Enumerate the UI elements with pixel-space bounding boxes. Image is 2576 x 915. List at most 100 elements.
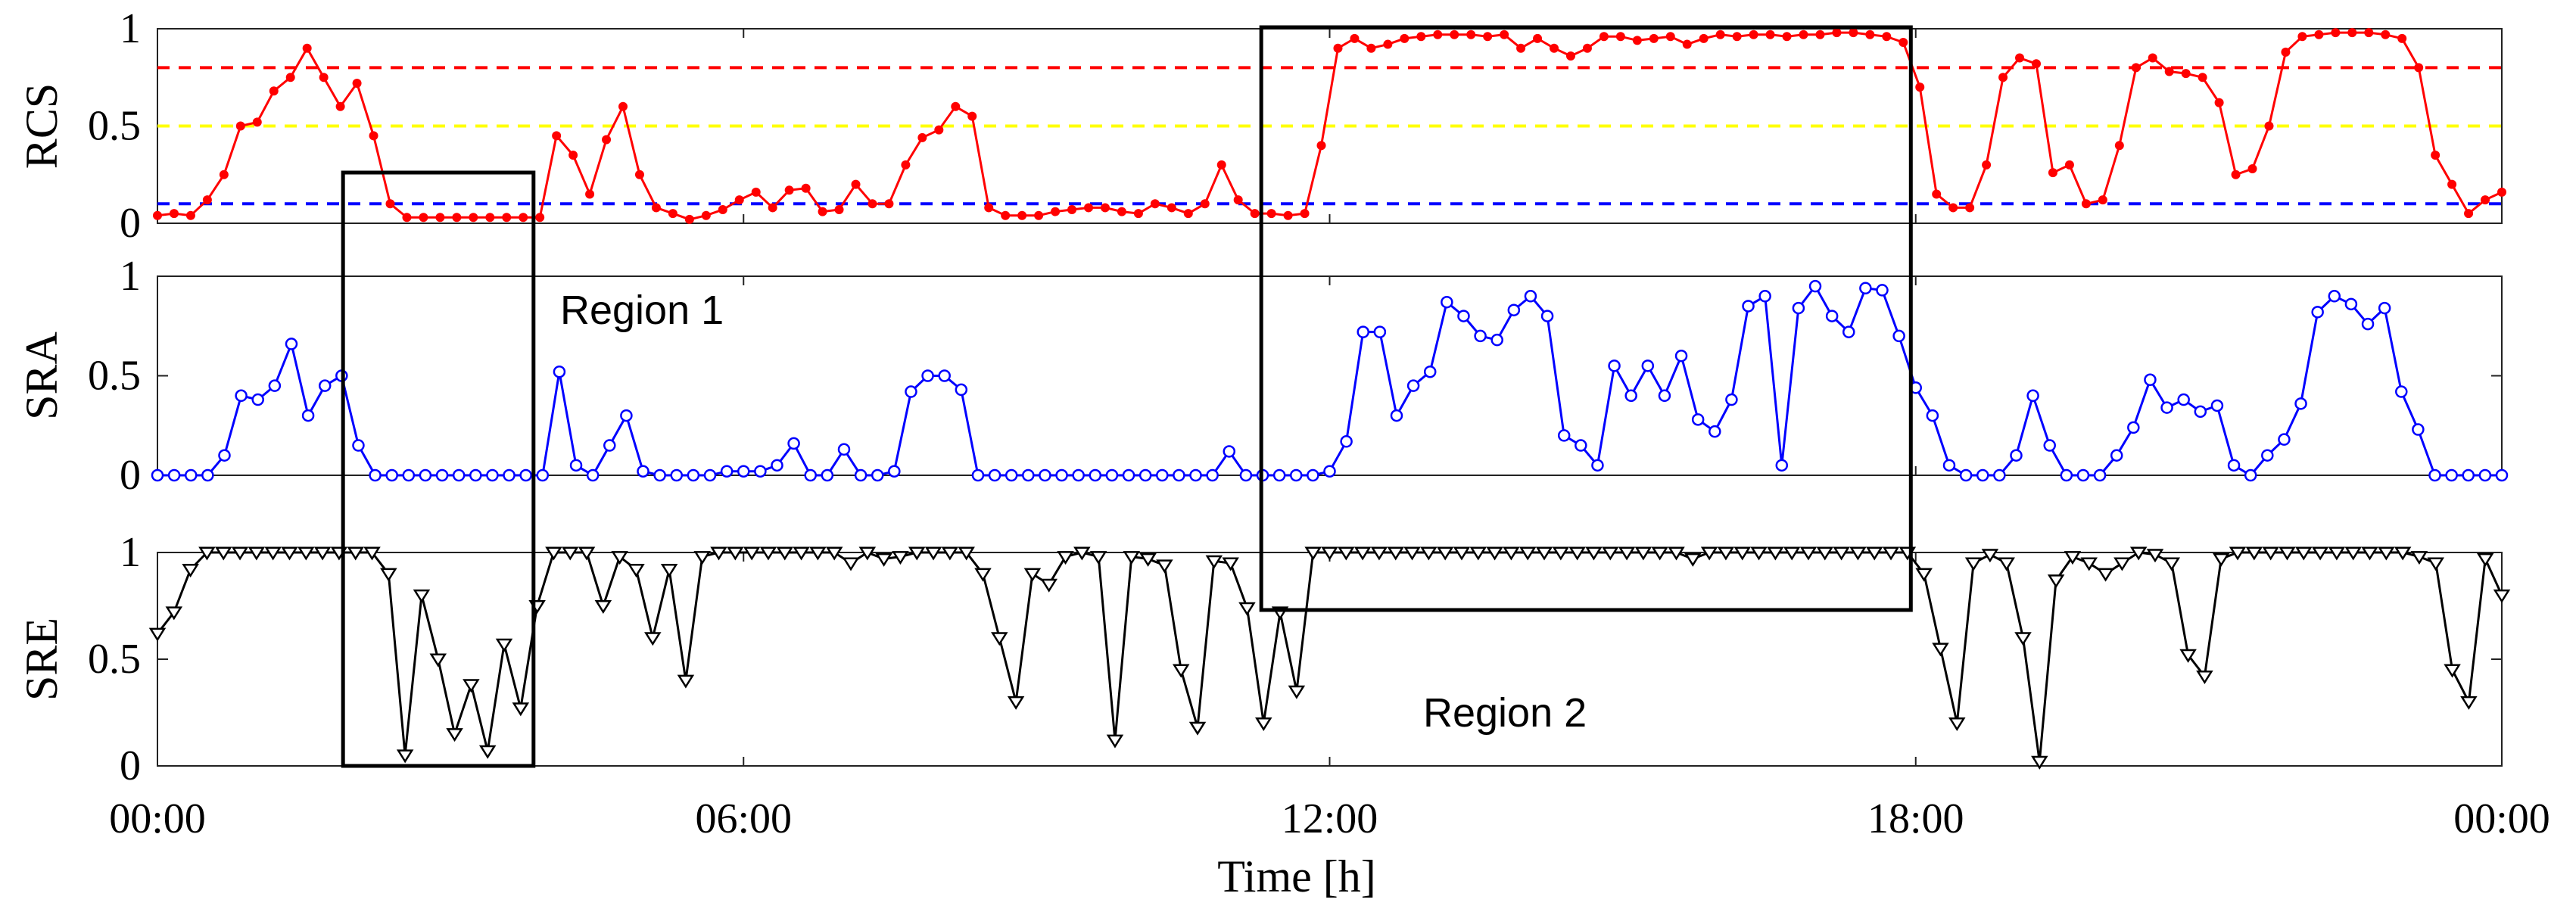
data-point: [519, 213, 528, 223]
data-point: [1842, 325, 1855, 338]
data-point: [634, 170, 644, 179]
y-axis-label: SRE: [17, 618, 67, 701]
data-point: [248, 546, 266, 561]
data-point: [924, 546, 942, 561]
data-point: [2428, 468, 2441, 482]
data-point: [402, 468, 416, 482]
data-point: [1535, 546, 1553, 561]
data-point: [347, 546, 364, 561]
y-tick-label: 0: [120, 742, 141, 789]
data-point: [809, 546, 827, 561]
data-point: [1383, 39, 1393, 49]
data-point: [452, 468, 466, 482]
data-point: [594, 599, 612, 614]
data-point: [2014, 632, 2032, 646]
data-point: [1436, 546, 1454, 561]
data-point: [1665, 32, 1675, 42]
data-point: [1892, 329, 1905, 343]
series-line: [157, 31, 2503, 221]
data-point: [620, 409, 633, 422]
data-point: [297, 546, 315, 561]
data-point: [1557, 429, 1571, 442]
data-point: [2127, 421, 2140, 434]
data-point: [2098, 195, 2107, 205]
data-point: [1017, 210, 1027, 220]
data-point: [1139, 552, 1157, 567]
data-point: [1420, 546, 1438, 561]
data-point: [1183, 209, 1193, 219]
data-point: [1799, 546, 1818, 561]
data-point: [2262, 546, 2279, 561]
panel-sre: 0 0.5 1 SRE: [17, 529, 2511, 789]
data-point: [235, 389, 248, 403]
data-point: [703, 468, 717, 482]
data-point: [313, 546, 332, 561]
data-point: [402, 213, 412, 223]
data-point: [737, 465, 750, 478]
data-point: [776, 546, 794, 561]
data-point: [561, 546, 579, 561]
data-point: [1658, 389, 1671, 403]
data-point: [1608, 359, 1621, 372]
data-point: [1200, 199, 1210, 209]
data-point: [2344, 546, 2362, 561]
data-point: [1649, 33, 1659, 43]
data-point: [867, 199, 877, 209]
data-point: [1483, 32, 1493, 42]
data-point: [1117, 207, 1126, 216]
data-point: [1188, 721, 1207, 736]
data-point: [1684, 552, 1702, 567]
data-point: [1416, 32, 1426, 42]
data-point: [2097, 568, 2114, 582]
data-point: [169, 209, 179, 219]
data-point: [1206, 468, 1219, 482]
data-point: [720, 465, 734, 478]
data-point: [1403, 546, 1421, 561]
data-point: [2497, 187, 2506, 197]
data-point: [2311, 546, 2329, 561]
data-point: [1899, 37, 1908, 47]
data-point: [1370, 546, 1388, 561]
data-point: [2331, 28, 2341, 38]
data-point: [743, 546, 761, 561]
data-point: [198, 546, 216, 561]
data-point: [1255, 717, 1272, 732]
region-label: Region 1: [560, 288, 724, 333]
panels-layer: 0 0.5 1 RCS 0 0.5 1 SRA 0 0.5 1 SRE: [17, 5, 2511, 789]
data-point: [2279, 546, 2296, 561]
data-point: [1799, 30, 1808, 39]
data-point: [452, 213, 462, 223]
panel-sra: 0 0.5 1 SRA: [17, 253, 2509, 499]
data-point: [1682, 39, 1692, 49]
data-point: [2129, 546, 2148, 561]
data-point: [1758, 290, 1771, 303]
data-point: [1767, 546, 1784, 561]
data-point: [2264, 121, 2274, 131]
data-point: [1387, 546, 1404, 561]
data-point: [1668, 546, 1685, 561]
data-point: [1283, 210, 1293, 220]
data-point: [1591, 459, 1604, 472]
data-point: [1725, 393, 1738, 406]
data-point: [153, 210, 162, 220]
data-point: [1882, 32, 1892, 42]
data-point: [1457, 310, 1470, 322]
data-point: [2378, 301, 2391, 315]
data-point: [784, 185, 794, 195]
data-point: [1073, 546, 1091, 561]
data-point: [545, 546, 562, 561]
data-point: [218, 449, 231, 462]
data-point: [2110, 449, 2123, 462]
data-point: [536, 468, 550, 482]
data-point: [369, 468, 382, 482]
y-axis-label: SRA: [17, 331, 67, 420]
data-point: [1700, 546, 1718, 561]
data-point: [1001, 210, 1011, 220]
data-point: [578, 546, 596, 561]
data-point: [1340, 435, 1353, 448]
data-point: [1998, 73, 2008, 82]
data-point: [1055, 468, 1068, 482]
data-point: [917, 132, 927, 142]
data-point: [2364, 28, 2374, 38]
data-point: [2177, 393, 2190, 406]
